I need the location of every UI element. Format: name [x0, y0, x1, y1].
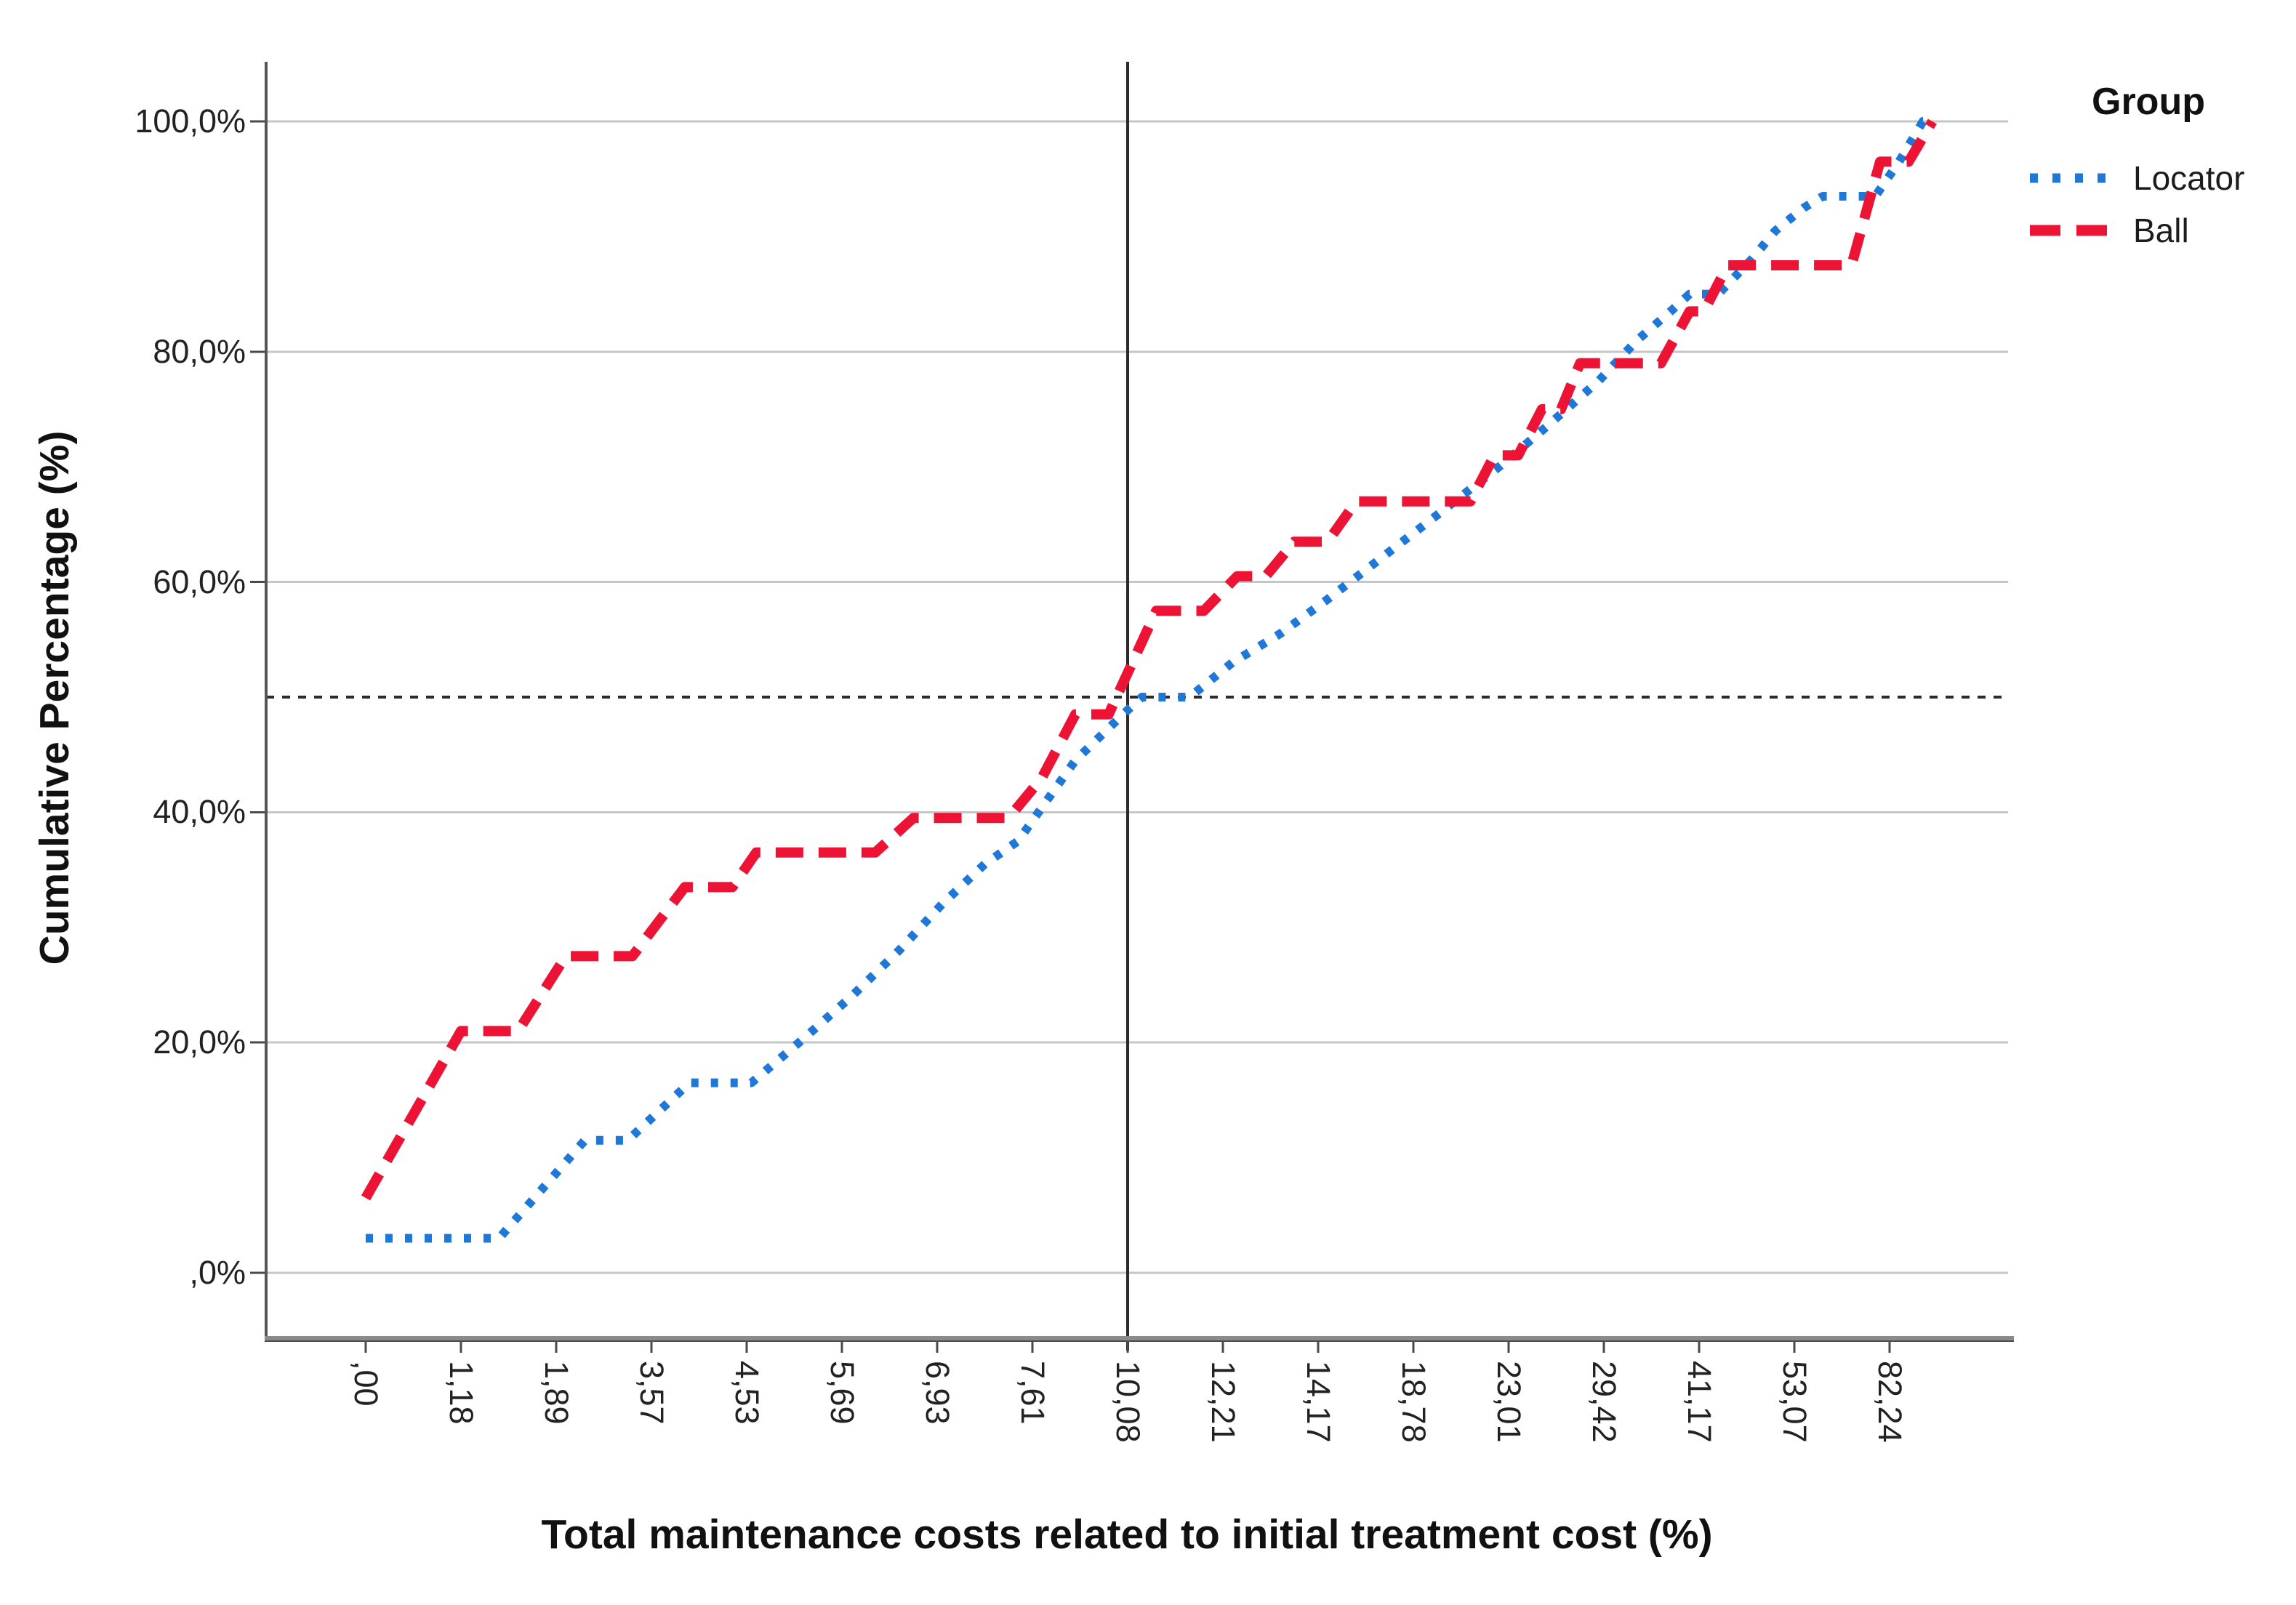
legend-entry-ball: Ball — [2027, 211, 2189, 250]
y-tick-label-80: 80,0% — [153, 332, 246, 370]
y-tick-label-100: 100,0% — [135, 102, 246, 140]
x-tick-label-15: 53,07 — [1776, 1361, 1813, 1443]
x-tick-label-3: 3,57 — [633, 1361, 670, 1425]
x-tick-label-4: 4,53 — [728, 1361, 766, 1425]
x-tick-label-9: 12,21 — [1205, 1361, 1242, 1443]
x-tick-label-0: ,00 — [348, 1361, 385, 1407]
x-tick-label-11: 18,78 — [1395, 1361, 1432, 1443]
legend-title: Group — [2092, 81, 2205, 123]
x-tick-label-10: 14,17 — [1300, 1361, 1337, 1443]
x-tick-label-2: 1,89 — [538, 1361, 575, 1425]
locator-line-sample-icon — [2030, 173, 2110, 183]
x-tick-label-16: 82,24 — [1871, 1361, 1908, 1443]
y-tick-label-20: 20,0% — [153, 1023, 246, 1061]
legend-entry-locator: Locator — [2027, 158, 2244, 198]
x-tick-label-14: 41,17 — [1681, 1361, 1718, 1443]
x-tick-label-7: 7,61 — [1014, 1361, 1051, 1425]
x-tick-label-12: 23,01 — [1490, 1361, 1528, 1443]
y-tick-label-60: 60,0% — [153, 563, 246, 600]
x-tick-label-8: 10,08 — [1109, 1361, 1147, 1443]
y-axis-title: Cumulative Percentage (%) — [31, 430, 78, 965]
ball-line-sample-icon — [2030, 225, 2110, 236]
x-tick-label-5: 5,69 — [824, 1361, 861, 1425]
legend-label-ball: Ball — [2133, 212, 2189, 249]
legend-label-locator: Locator — [2133, 159, 2245, 197]
x-tick-label-6: 6,93 — [919, 1361, 956, 1425]
x-tick-label-1: 1,18 — [443, 1361, 480, 1425]
x-tick-label-13: 29,42 — [1586, 1361, 1623, 1443]
locator-series-line — [366, 117, 1932, 1243]
x-axis-title: Total maintenance costs related to initi… — [541, 1511, 1713, 1558]
y-tick-label-40: 40,0% — [153, 793, 246, 831]
y-tick-label-0: ,0% — [189, 1254, 246, 1291]
ball-series-line — [361, 118, 1937, 1201]
